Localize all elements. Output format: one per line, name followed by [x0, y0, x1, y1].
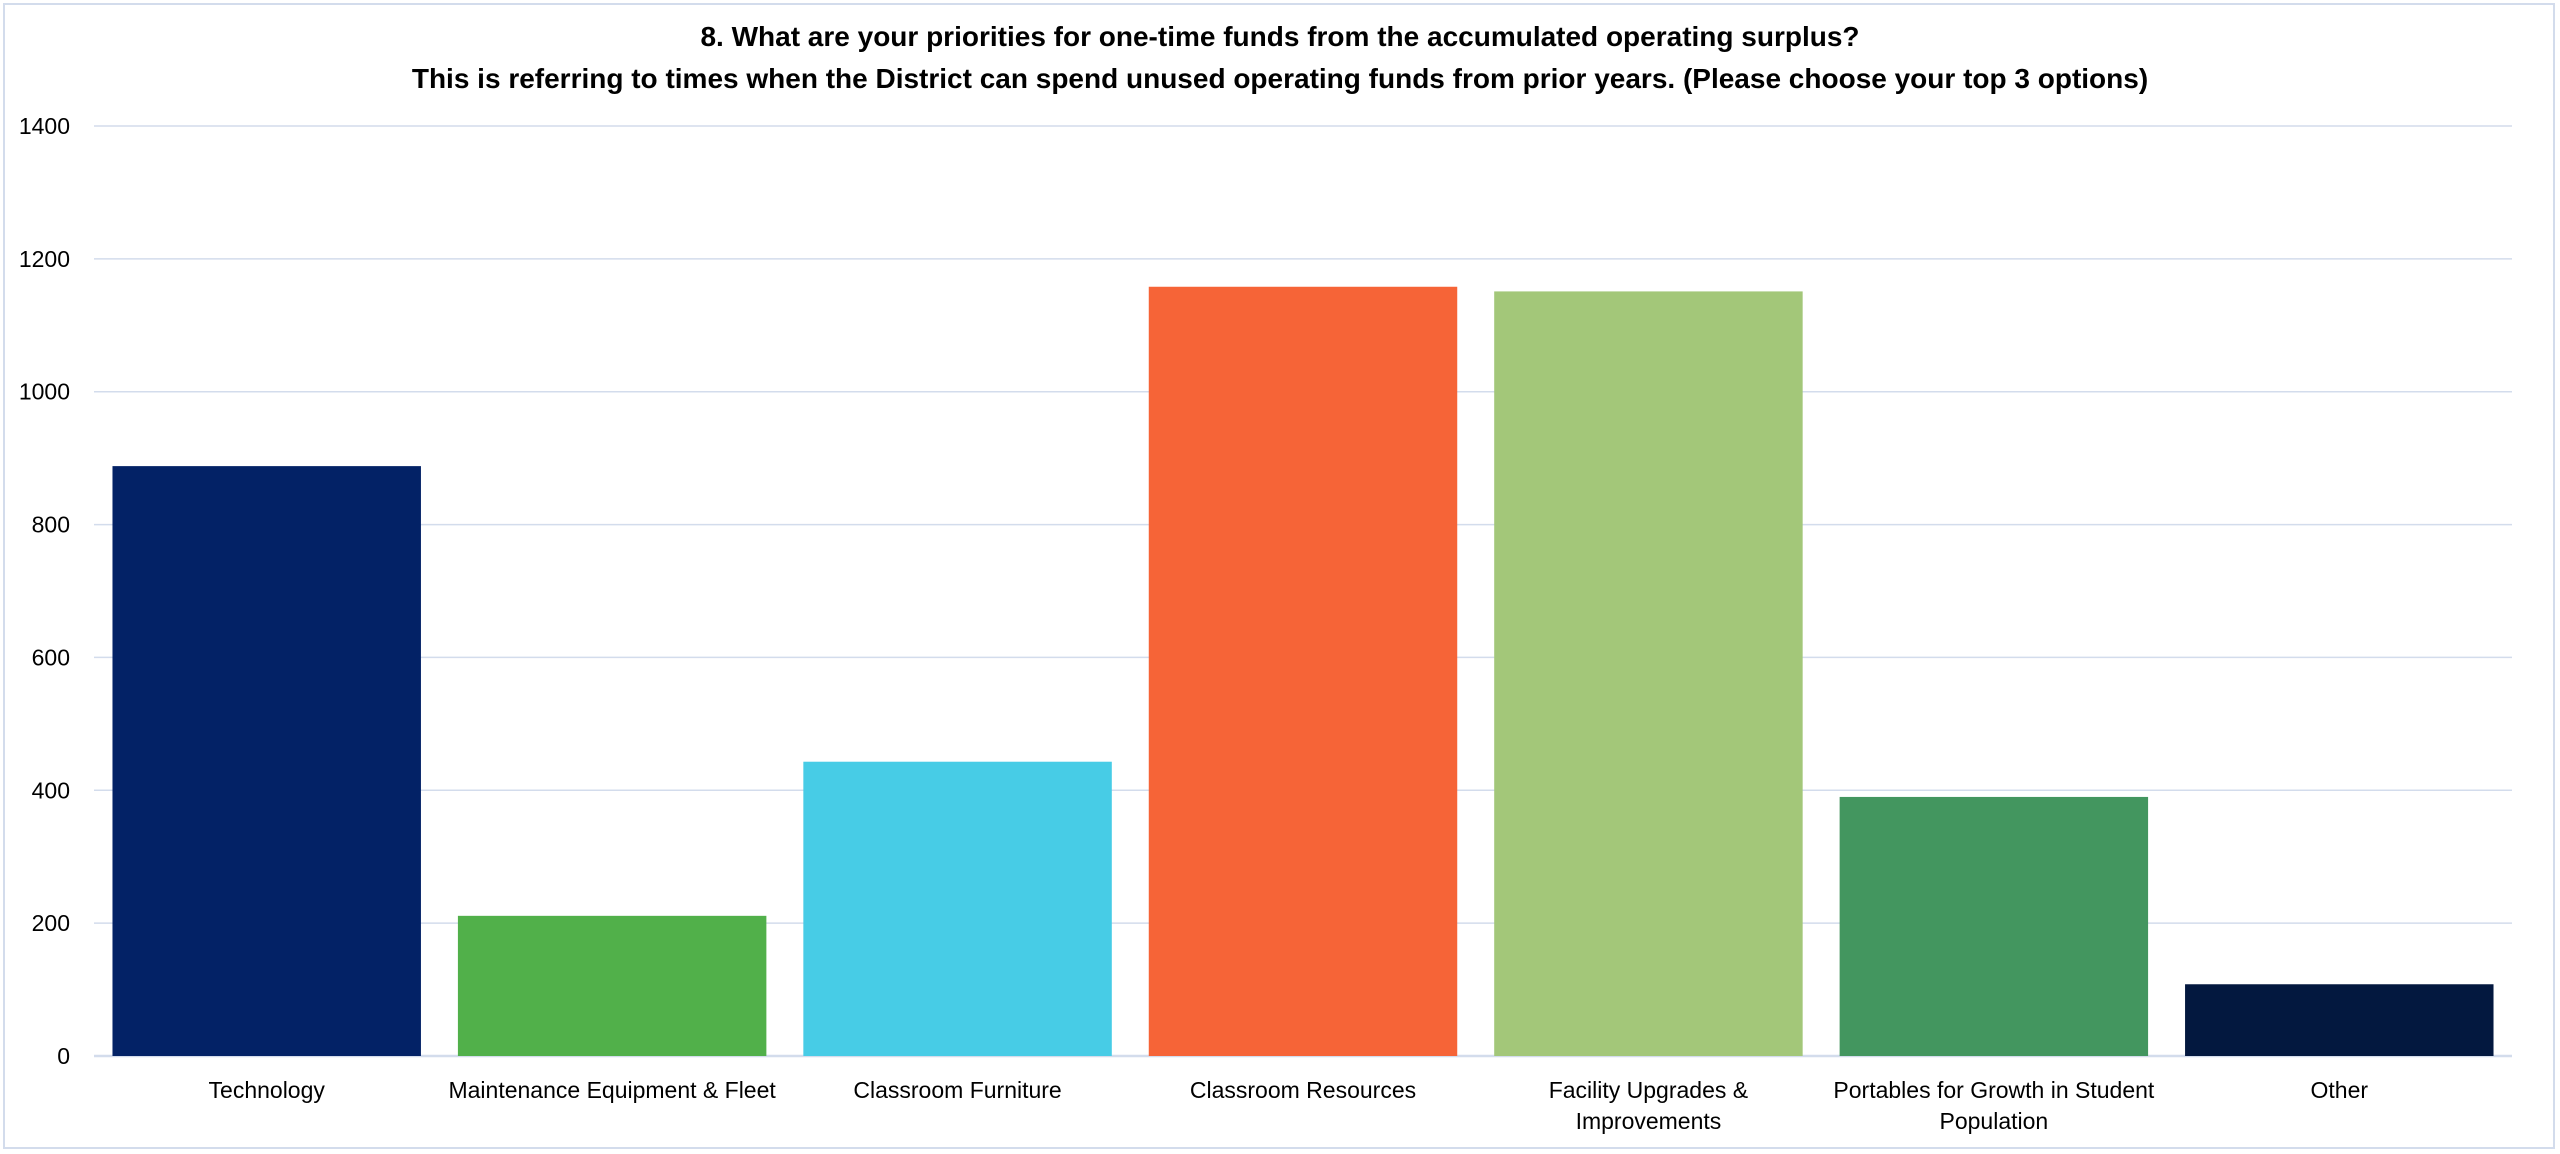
y-tick-label: 0 [57, 1043, 70, 1069]
x-tick-label: Facility Upgrades & Improvements [1549, 1077, 1748, 1134]
chart-title-line: 8. What are your priorities for one-time… [700, 21, 1860, 52]
bar [1839, 796, 2149, 1056]
bar [112, 466, 421, 1057]
bar [1494, 291, 1803, 1057]
x-tick-label: Technology [209, 1077, 326, 1103]
bar [2185, 984, 2494, 1056]
y-tick-label: 1200 [19, 246, 70, 272]
y-tick-label: 800 [32, 512, 70, 538]
y-tick-label: 200 [32, 910, 70, 936]
y-tick-label: 400 [32, 777, 70, 803]
bar [1148, 286, 1458, 1056]
x-tick-label: Other [2311, 1077, 2369, 1103]
y-axis-ticks: 0 200 400 600 800 1000 1200 1400 [19, 113, 70, 1069]
y-tick-label: 600 [32, 644, 70, 670]
y-tick-label: 1400 [19, 113, 70, 139]
x-tick-label: Maintenance Equipment & Fleet [448, 1077, 776, 1103]
x-tick-label: Classroom Resources [1190, 1077, 1416, 1103]
x-tick-label: Classroom Furniture [853, 1077, 1061, 1103]
bar [457, 915, 767, 1056]
bar [803, 761, 1112, 1056]
x-tick-label: Portables for Growth in Student Populatio… [1833, 1077, 2154, 1134]
chart-subtitle-line: This is referring to times when the Dist… [411, 63, 2149, 94]
y-tick-label: 1000 [19, 379, 70, 405]
x-axis-ticks: Technology Maintenance Equipment & Fleet C… [209, 1077, 2369, 1134]
chart-title: 8. What are your priorities for one-time… [0, 16, 2560, 100]
bars [112, 286, 2494, 1057]
